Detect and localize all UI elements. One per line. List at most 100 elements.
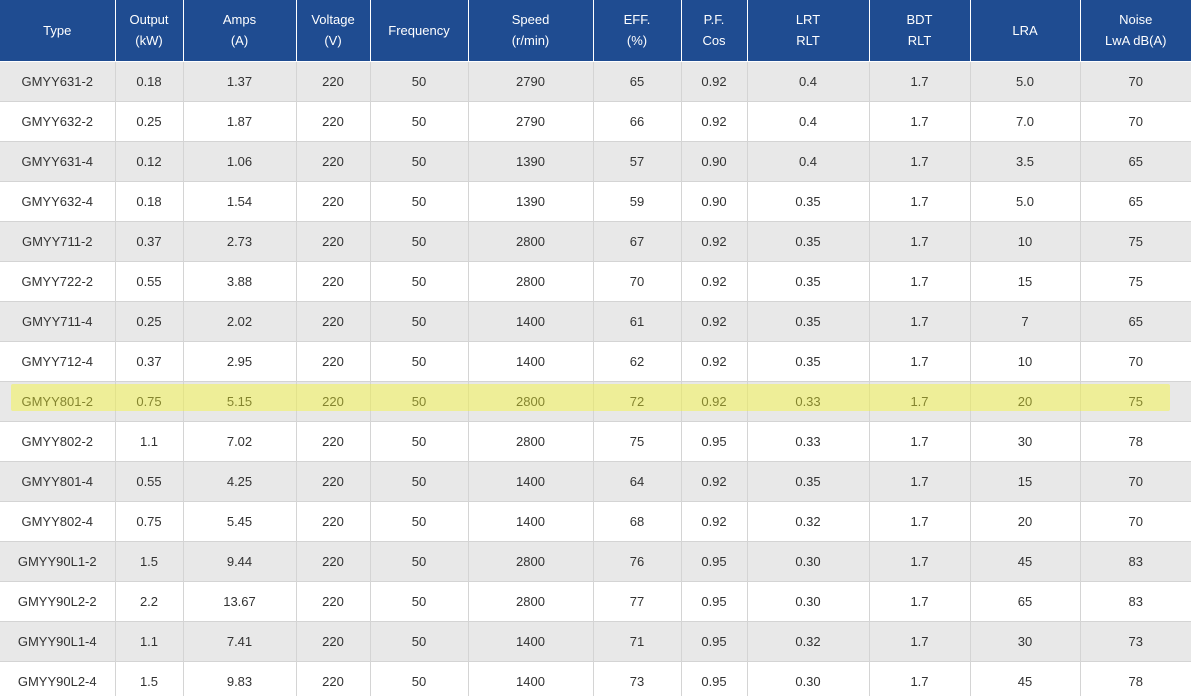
- header-lrt-rlt: LRT RLT: [747, 0, 870, 62]
- cell-lrt-rlt: 0.35: [747, 261, 870, 302]
- cell-output: 0.75: [115, 501, 184, 542]
- cell-output: 0.25: [115, 301, 184, 342]
- cell-lrt-rlt: 0.35: [747, 181, 870, 222]
- cell-noise: 65: [1080, 141, 1191, 182]
- cell-speed: 2790: [468, 61, 594, 102]
- cell-efficiency: 70: [593, 261, 682, 302]
- cell-power-factor: 0.90: [681, 181, 748, 222]
- table-row: GMYY712-4 0.37 2.95 220 50 1400 62 0.92 0.35 1.7 1…: [0, 341, 1191, 382]
- cell-amps: 2.02: [183, 301, 297, 342]
- table-row: GMYY90L1-2 1.5 9.44 220 50 2800 76 0.95 0.30 1.7 4…: [0, 541, 1191, 582]
- cell-efficiency: 59: [593, 181, 682, 222]
- table-row: GMYY802-2 1.1 7.02 220 50 2800 75 0.95 0.33 1.7 30…: [0, 421, 1191, 462]
- header-voltage-unit: (V): [324, 33, 342, 49]
- cell-power-factor: 0.92: [681, 461, 748, 502]
- header-output-label: Output: [129, 12, 169, 28]
- table-row: GMYY90L2-4 1.5 9.83 220 50 1400 73 0.95 0.30 1.7 4…: [0, 661, 1191, 696]
- cell-noise: 70: [1080, 61, 1191, 102]
- cell-voltage: 220: [296, 261, 371, 302]
- cell-efficiency: 62: [593, 341, 682, 382]
- cell-voltage: 220: [296, 221, 371, 262]
- cell-type: GMYY90L1-2: [0, 541, 116, 582]
- header-lrt-rlt-label: LRT: [795, 12, 821, 28]
- cell-type: GMYY631-4: [0, 141, 116, 182]
- cell-speed: 1400: [468, 301, 594, 342]
- cell-lra: 3.5: [970, 141, 1081, 182]
- cell-bdt-rlt: 1.7: [869, 501, 971, 542]
- cell-efficiency: 67: [593, 221, 682, 262]
- cell-bdt-rlt: 1.7: [869, 381, 971, 422]
- cell-bdt-rlt: 1.7: [869, 141, 971, 182]
- cell-frequency: 50: [370, 141, 469, 182]
- cell-speed: 2800: [468, 421, 594, 462]
- header-amps-unit: (A): [230, 33, 249, 49]
- table-row: GMYY711-4 0.25 2.02 220 50 1400 61 0.92 0.35 1.7 7…: [0, 301, 1191, 342]
- cell-bdt-rlt: 1.7: [869, 261, 971, 302]
- cell-voltage: 220: [296, 381, 371, 422]
- cell-output: 1.5: [115, 661, 184, 696]
- cell-efficiency: 76: [593, 541, 682, 582]
- cell-noise: 65: [1080, 181, 1191, 222]
- cell-output: 0.12: [115, 141, 184, 182]
- cell-frequency: 50: [370, 381, 469, 422]
- cell-frequency: 50: [370, 461, 469, 502]
- cell-power-factor: 0.92: [681, 221, 748, 262]
- cell-lra: 15: [970, 461, 1081, 502]
- header-efficiency-label: EFF.: [623, 12, 651, 28]
- cell-output: 0.18: [115, 61, 184, 102]
- cell-lra: 45: [970, 541, 1081, 582]
- table-row: GMYY632-2 0.25 1.87 220 50 2790 66 0.92 0.4 1.7 7.…: [0, 101, 1191, 142]
- cell-voltage: 220: [296, 341, 371, 382]
- cell-power-factor: 0.95: [681, 621, 748, 662]
- header-type: Type: [0, 0, 116, 62]
- cell-amps: 9.44: [183, 541, 297, 582]
- cell-amps: 3.88: [183, 261, 297, 302]
- cell-bdt-rlt: 1.7: [869, 621, 971, 662]
- cell-frequency: 50: [370, 421, 469, 462]
- cell-speed: 1390: [468, 141, 594, 182]
- cell-amps: 4.25: [183, 461, 297, 502]
- header-output-unit: (kW): [135, 33, 163, 49]
- cell-efficiency: 75: [593, 421, 682, 462]
- header-bdt-rlt-label: BDT: [906, 12, 933, 28]
- cell-lrt-rlt: 0.30: [747, 661, 870, 696]
- cell-power-factor: 0.90: [681, 141, 748, 182]
- header-lra-label: LRA: [1012, 22, 1038, 38]
- cell-noise: 70: [1080, 101, 1191, 142]
- header-efficiency: EFF. (%): [593, 0, 682, 62]
- cell-noise: 75: [1080, 261, 1191, 302]
- cell-power-factor: 0.92: [681, 341, 748, 382]
- cell-type: GMYY632-2: [0, 101, 116, 142]
- cell-voltage: 220: [296, 421, 371, 462]
- cell-efficiency: 57: [593, 141, 682, 182]
- cell-lrt-rlt: 0.32: [747, 621, 870, 662]
- cell-amps: 7.41: [183, 621, 297, 662]
- cell-frequency: 50: [370, 101, 469, 142]
- cell-noise: 75: [1080, 221, 1191, 262]
- cell-amps: 5.45: [183, 501, 297, 542]
- header-efficiency-unit: (%): [626, 33, 648, 49]
- cell-frequency: 50: [370, 621, 469, 662]
- cell-speed: 2800: [468, 541, 594, 582]
- cell-lrt-rlt: 0.4: [747, 101, 870, 142]
- cell-frequency: 50: [370, 181, 469, 222]
- cell-output: 0.55: [115, 261, 184, 302]
- cell-voltage: 220: [296, 461, 371, 502]
- header-speed-unit: (r/min): [511, 33, 550, 49]
- cell-lra: 65: [970, 581, 1081, 622]
- cell-speed: 2800: [468, 221, 594, 262]
- cell-type: GMYY90L2-4: [0, 661, 116, 696]
- cell-bdt-rlt: 1.7: [869, 541, 971, 582]
- cell-power-factor: 0.92: [681, 101, 748, 142]
- cell-lrt-rlt: 0.35: [747, 301, 870, 342]
- cell-lrt-rlt: 0.35: [747, 341, 870, 382]
- table-row: GMYY722-2 0.55 3.88 220 50 2800 70 0.92 0.35 1.7 1…: [0, 261, 1191, 302]
- cell-voltage: 220: [296, 181, 371, 222]
- header-bdt-rlt: BDT RLT: [869, 0, 971, 62]
- cell-voltage: 220: [296, 581, 371, 622]
- cell-bdt-rlt: 1.7: [869, 661, 971, 696]
- cell-amps: 1.87: [183, 101, 297, 142]
- cell-power-factor: 0.95: [681, 661, 748, 696]
- cell-noise: 78: [1080, 421, 1191, 462]
